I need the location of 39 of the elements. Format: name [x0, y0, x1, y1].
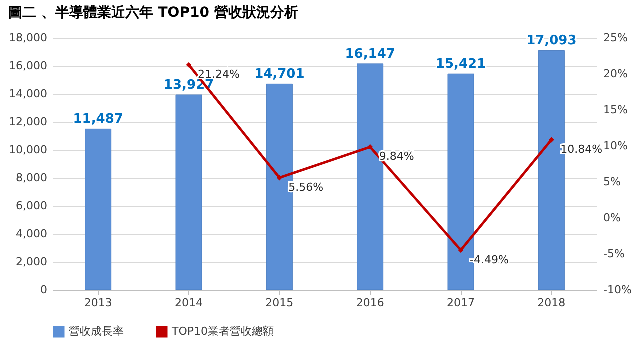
bar [85, 128, 112, 290]
point [186, 62, 192, 68]
data-label: 16,147 [345, 46, 396, 62]
data-label: 17,093 [526, 34, 577, 49]
x-tick-label: 2014 [175, 296, 203, 310]
y-tick-label: 2,000 [16, 256, 48, 268]
y-tick-label: 6,000 [16, 200, 48, 212]
y-tick-label: 4,000 [16, 228, 48, 240]
y-tick-label: 10,000 [9, 144, 48, 156]
y-tick-label: 18,000 [9, 32, 48, 44]
y2-tick-label: 20% [604, 68, 628, 80]
y2-tick-label: 10% [604, 140, 628, 152]
x-tick-label: 2017 [447, 296, 475, 310]
x-tick-label: 2018 [538, 296, 566, 310]
x-tick-label: 2016 [356, 296, 384, 310]
data-label: 15,421 [436, 57, 486, 72]
y2-tick-label: -5% [604, 248, 625, 260]
y-tick-label: 8,000 [16, 172, 48, 184]
y2-tick-label: 0% [604, 212, 621, 224]
y2-tick-label: 25% [604, 32, 628, 44]
chart-title: 圖二 、半導體業近六年 TOP10 營收狀況分析 [8, 4, 298, 21]
data-label: 11,487 [73, 112, 124, 128]
y-tick-label: 14,000 [9, 88, 48, 100]
y-tick-label: 12,000 [9, 116, 48, 128]
point [368, 144, 374, 150]
data-label: 14,701 [254, 67, 305, 82]
legend-label: TOP10業者營收總額 [171, 325, 274, 338]
x-tick-label: 2013 [84, 296, 112, 310]
y-tick-label: 0 [40, 284, 48, 296]
y2-tick-label: 5% [604, 176, 621, 188]
point [458, 248, 464, 254]
y2-tick-label: 15% [604, 104, 628, 116]
y2-tick-label: -10% [604, 284, 632, 296]
point [548, 137, 554, 143]
legend-label: 營收成長率 [69, 325, 124, 338]
point [276, 175, 282, 181]
bar [176, 94, 202, 290]
y-tick-label: 16,000 [9, 60, 48, 72]
x-tick-label: 2015 [266, 296, 294, 310]
